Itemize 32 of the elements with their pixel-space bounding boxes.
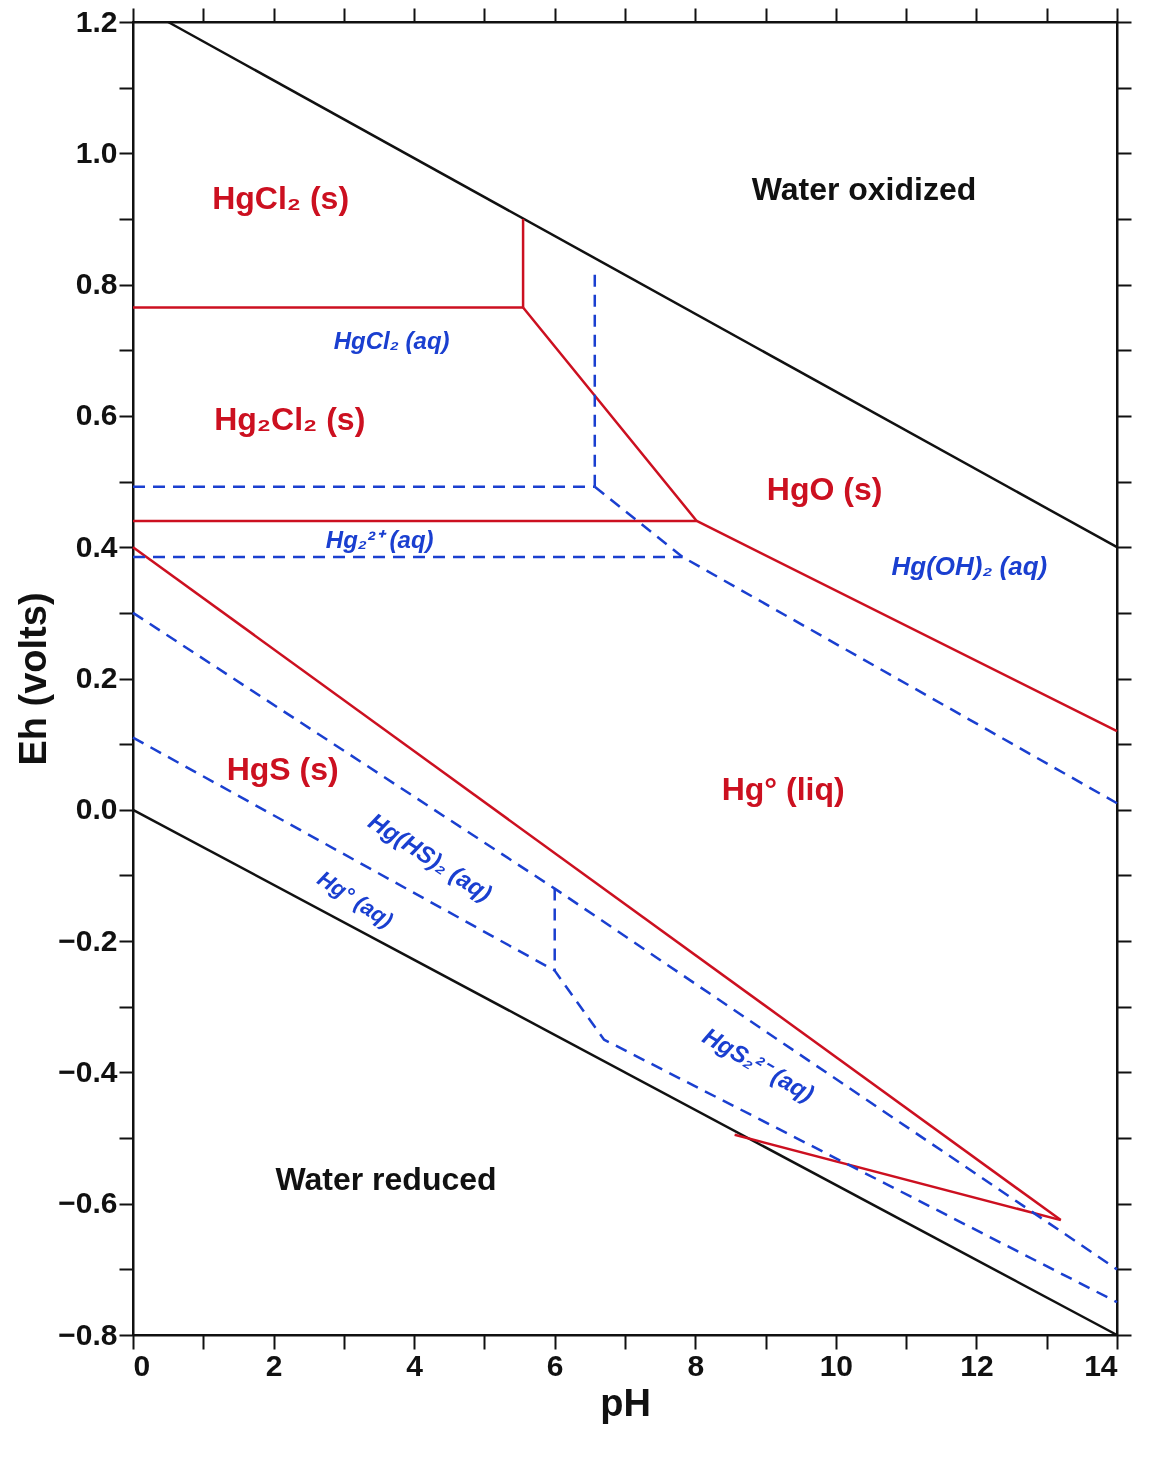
x-axis-title: pH [600, 1381, 651, 1424]
annotation: Hg° (liq) [721, 771, 845, 808]
y-tick-label: −0.4 [58, 1054, 118, 1088]
x-tick-label: 14 [1084, 1348, 1118, 1382]
annotation: Hg(OH)₂ (aq) [891, 550, 1048, 581]
x-tick-label: 12 [960, 1348, 994, 1382]
annotation: HgO (s) [766, 471, 883, 508]
y-tick-label: 0.8 [75, 267, 118, 301]
y-tick-label: 0.6 [75, 398, 118, 432]
annotation: Water oxidized [751, 171, 977, 208]
y-tick-label: −0.8 [58, 1317, 118, 1351]
annotation: HgCl₂ (s) [212, 180, 350, 217]
x-tick-label: 4 [406, 1348, 424, 1382]
x-tick-label: 10 [819, 1348, 854, 1382]
annotation: Water reduced [275, 1161, 497, 1198]
annotation: Hg° (aq) [313, 865, 398, 933]
y-tick-label: 1.0 [75, 135, 118, 169]
y-tick-label: 1.2 [75, 4, 118, 38]
y-tick-label: 0.0 [75, 792, 118, 826]
x-tick-label: 8 [687, 1348, 705, 1382]
annotation: HgCl₂ (aq) [333, 327, 450, 355]
annotation: Hg₂²⁺ (aq) [325, 525, 434, 553]
y-tick-label: 0.4 [75, 529, 118, 563]
x-tick-label: 2 [265, 1348, 283, 1382]
y-axis-title: Eh (volts) [12, 592, 55, 766]
x-tick-label: 0 [133, 1348, 151, 1382]
annotation: Hg₂Cl₂ (s) [214, 400, 366, 437]
y-tick-label: −0.2 [58, 923, 118, 957]
x-tick-label: 6 [546, 1348, 564, 1382]
y-tick-label: 0.2 [75, 661, 118, 694]
annotation: HgS (s) [226, 751, 339, 788]
y-tick-label: −0.6 [58, 1186, 118, 1220]
